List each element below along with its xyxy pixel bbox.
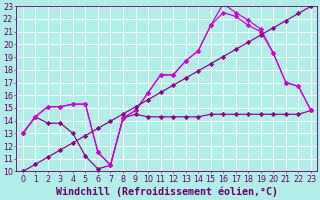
X-axis label: Windchill (Refroidissement éolien,°C): Windchill (Refroidissement éolien,°C) xyxy=(56,187,278,197)
